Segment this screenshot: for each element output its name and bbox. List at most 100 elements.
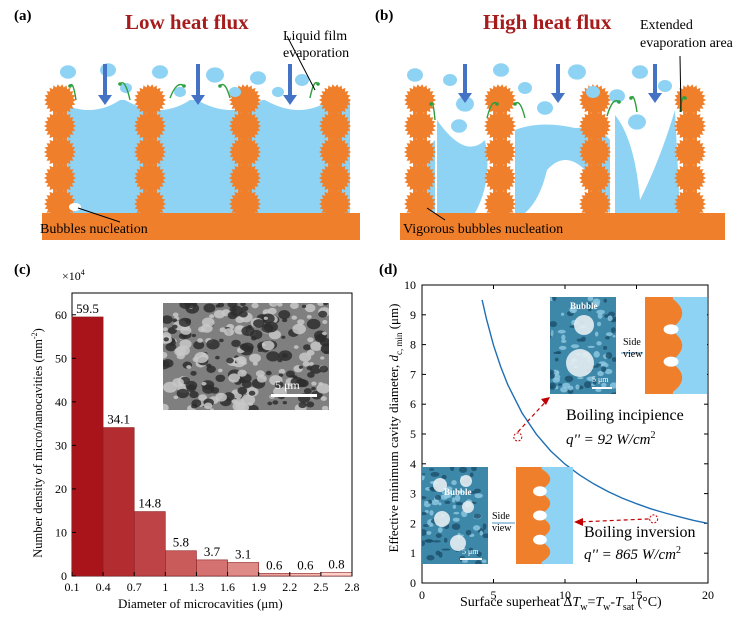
vapor-droplet	[407, 68, 423, 82]
sem-pore	[451, 523, 461, 530]
sem-pore	[550, 372, 555, 379]
inversion-q-exp: 2	[675, 545, 681, 556]
incipience-q-exp: 2	[650, 430, 656, 441]
copper-particle	[484, 188, 516, 220]
sem-scale-label: 5 μm	[275, 378, 300, 392]
sem-pore	[178, 317, 191, 328]
sem-pore	[203, 303, 216, 313]
sem-pore	[274, 381, 284, 389]
sem-pore	[605, 336, 610, 340]
vapor-droplet	[568, 64, 586, 80]
vapor-droplet	[609, 89, 625, 103]
sem-pore	[601, 382, 607, 388]
sem-pore	[596, 341, 602, 346]
sem-pore	[228, 373, 241, 383]
sem-pore	[605, 332, 613, 336]
sem-pore	[567, 385, 574, 391]
panel-a-nucleation: Bubbles nucleation	[40, 222, 148, 237]
sem-pore	[293, 345, 299, 349]
sem-pore	[224, 328, 235, 336]
copper-particle	[319, 188, 351, 220]
bar	[71, 316, 104, 577]
copper-particle	[404, 110, 436, 142]
sem-pore	[266, 351, 280, 362]
sem-pore	[302, 361, 310, 367]
vapor-droplet	[206, 67, 224, 83]
cavity-bubble	[533, 486, 547, 497]
sem-pore	[191, 399, 202, 408]
sem-pore	[320, 356, 325, 360]
sem-pore	[174, 346, 187, 357]
sem-pore	[268, 303, 278, 307]
vapor-droplet	[60, 65, 76, 79]
sem-pore	[570, 344, 580, 349]
sem-pore	[201, 381, 207, 386]
copper-substrate	[42, 213, 360, 240]
copper-particle	[404, 84, 436, 116]
nucleation-bubble	[69, 203, 81, 211]
sem-pore	[586, 302, 594, 308]
sem-pore	[453, 511, 460, 515]
copper-particle	[229, 162, 261, 194]
x-tick-label: 1.3	[189, 580, 204, 594]
y-tick-label: 30	[55, 438, 67, 452]
sem-pore	[281, 335, 286, 339]
sem-pore	[452, 517, 460, 522]
sem-pore	[457, 490, 464, 494]
panel-b: (b) High heat flux Extended evaporation …	[375, 0, 750, 250]
sem-pore	[431, 499, 440, 506]
vapor-arrow-head	[648, 93, 662, 103]
sem-pore	[558, 345, 567, 350]
sem-pore	[596, 321, 602, 327]
sem-pore	[304, 303, 316, 313]
sem-pore	[471, 467, 477, 472]
y-tick-label: 9	[410, 308, 416, 322]
sem-pore	[550, 385, 554, 389]
sem-pore	[441, 474, 447, 480]
vapor-droplet	[632, 65, 648, 79]
sem-pore	[600, 362, 609, 368]
sem-pore	[314, 333, 327, 343]
incipience-q-text: q'' = 92 W/cm	[566, 432, 651, 448]
bubble	[433, 478, 447, 492]
sem-pore	[469, 472, 474, 477]
ylabel-d: d	[386, 355, 402, 362]
panel-d-chart: 0 1 2 3 4 5 6 7 8 9 10 0 5 10 15 20	[404, 278, 714, 602]
sem-pore	[554, 374, 561, 380]
copper-particle	[134, 110, 166, 142]
inversion-side-view	[516, 467, 573, 564]
sem-pore	[593, 301, 600, 308]
bar	[227, 562, 259, 577]
copper-particle	[319, 136, 351, 168]
x-tick-label: 5	[491, 588, 497, 602]
sem-pore	[586, 376, 596, 382]
sem-pore	[261, 313, 275, 324]
sem-pore	[277, 303, 283, 307]
y-tick-label: 0	[61, 569, 67, 583]
copper-particle	[134, 162, 166, 194]
incipience-sem-inset: Bubble 5 μm	[550, 297, 616, 394]
sem-pore	[306, 349, 315, 356]
panel-b-area-label-2: evaporation area	[640, 36, 733, 51]
panel-b-title: High heat flux	[483, 10, 612, 34]
copper-particle	[484, 110, 516, 142]
x-tick-label: 1.6	[220, 580, 235, 594]
sem-pore	[554, 357, 559, 362]
sem-pore	[186, 365, 192, 369]
sem-pore	[272, 400, 279, 405]
sem-pore	[594, 331, 599, 337]
sem-pore	[569, 306, 578, 314]
sem-pore	[482, 533, 488, 539]
sem-pore	[465, 529, 472, 536]
sem-pore	[303, 388, 312, 395]
sem-pore	[163, 315, 173, 324]
panel-a-label: (a)	[14, 8, 32, 24]
sem-pore	[552, 297, 557, 301]
vapor-droplet	[250, 71, 266, 85]
sem-pore	[322, 320, 328, 325]
sem-pore	[560, 386, 568, 393]
panel-c-chart: 59.5 34.1 14.8 5.8 3.7 3.1 0.6 0.6 0.8 0 10 20 30 40 5…	[55, 292, 360, 594]
sem-pore	[455, 501, 463, 506]
panel-a-film-label-2: evaporation	[283, 46, 350, 61]
sem-pore	[290, 376, 305, 388]
